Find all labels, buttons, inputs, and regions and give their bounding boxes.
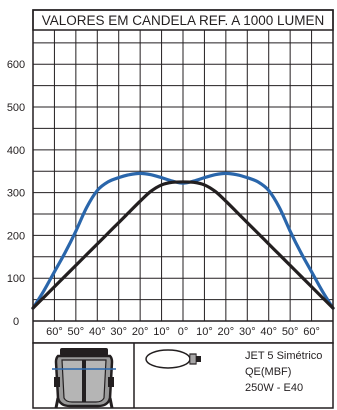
- x-tick-label: 30°: [239, 326, 256, 338]
- x-tick-label: 10°: [153, 326, 170, 338]
- lamp-info-line-1: JET 5 Simétrico: [245, 350, 322, 362]
- y-tick-label: 400: [7, 145, 25, 157]
- y-tick-label: 600: [7, 59, 25, 71]
- lamp-info-line-3: 250W - E40: [245, 382, 303, 394]
- x-tick-label: 30°: [110, 326, 127, 338]
- chart-title: VALORES EM CANDELA REF. A 1000 LUMEN: [42, 13, 325, 28]
- x-tick-label: 60°: [46, 326, 63, 338]
- x-tick-label: 20°: [132, 326, 149, 338]
- x-tick-label: 0°: [178, 326, 189, 338]
- luminaire-icon: [52, 348, 116, 409]
- chart-curves: [31, 171, 335, 310]
- y-tick-label: 300: [7, 188, 25, 200]
- x-axis-ticks: 60° 50° 40° 30° 20° 10° 0° 10° 20° 30° 40° 50° 60°: [46, 326, 320, 338]
- y-tick-label: 500: [7, 102, 25, 114]
- x-tick-label: 50°: [282, 326, 299, 338]
- y-axis-ticks: 0 100 200 300 400 500 600: [7, 59, 25, 328]
- lamp-icon: [145, 349, 201, 369]
- x-tick-label: 40°: [260, 326, 277, 338]
- x-tick-label: 20°: [218, 326, 235, 338]
- y-tick-label: 0: [13, 316, 19, 328]
- x-tick-label: 50°: [68, 326, 85, 338]
- x-tick-label: 60°: [303, 326, 320, 338]
- chart-grid: [33, 30, 333, 322]
- series-line-2: [31, 180, 335, 310]
- x-tick-label: 40°: [89, 326, 106, 338]
- y-tick-label: 100: [7, 273, 25, 285]
- y-tick-label: 200: [7, 230, 25, 242]
- lamp-info-line-2: QE(MBF): [245, 366, 291, 378]
- x-tick-label: 10°: [196, 326, 213, 338]
